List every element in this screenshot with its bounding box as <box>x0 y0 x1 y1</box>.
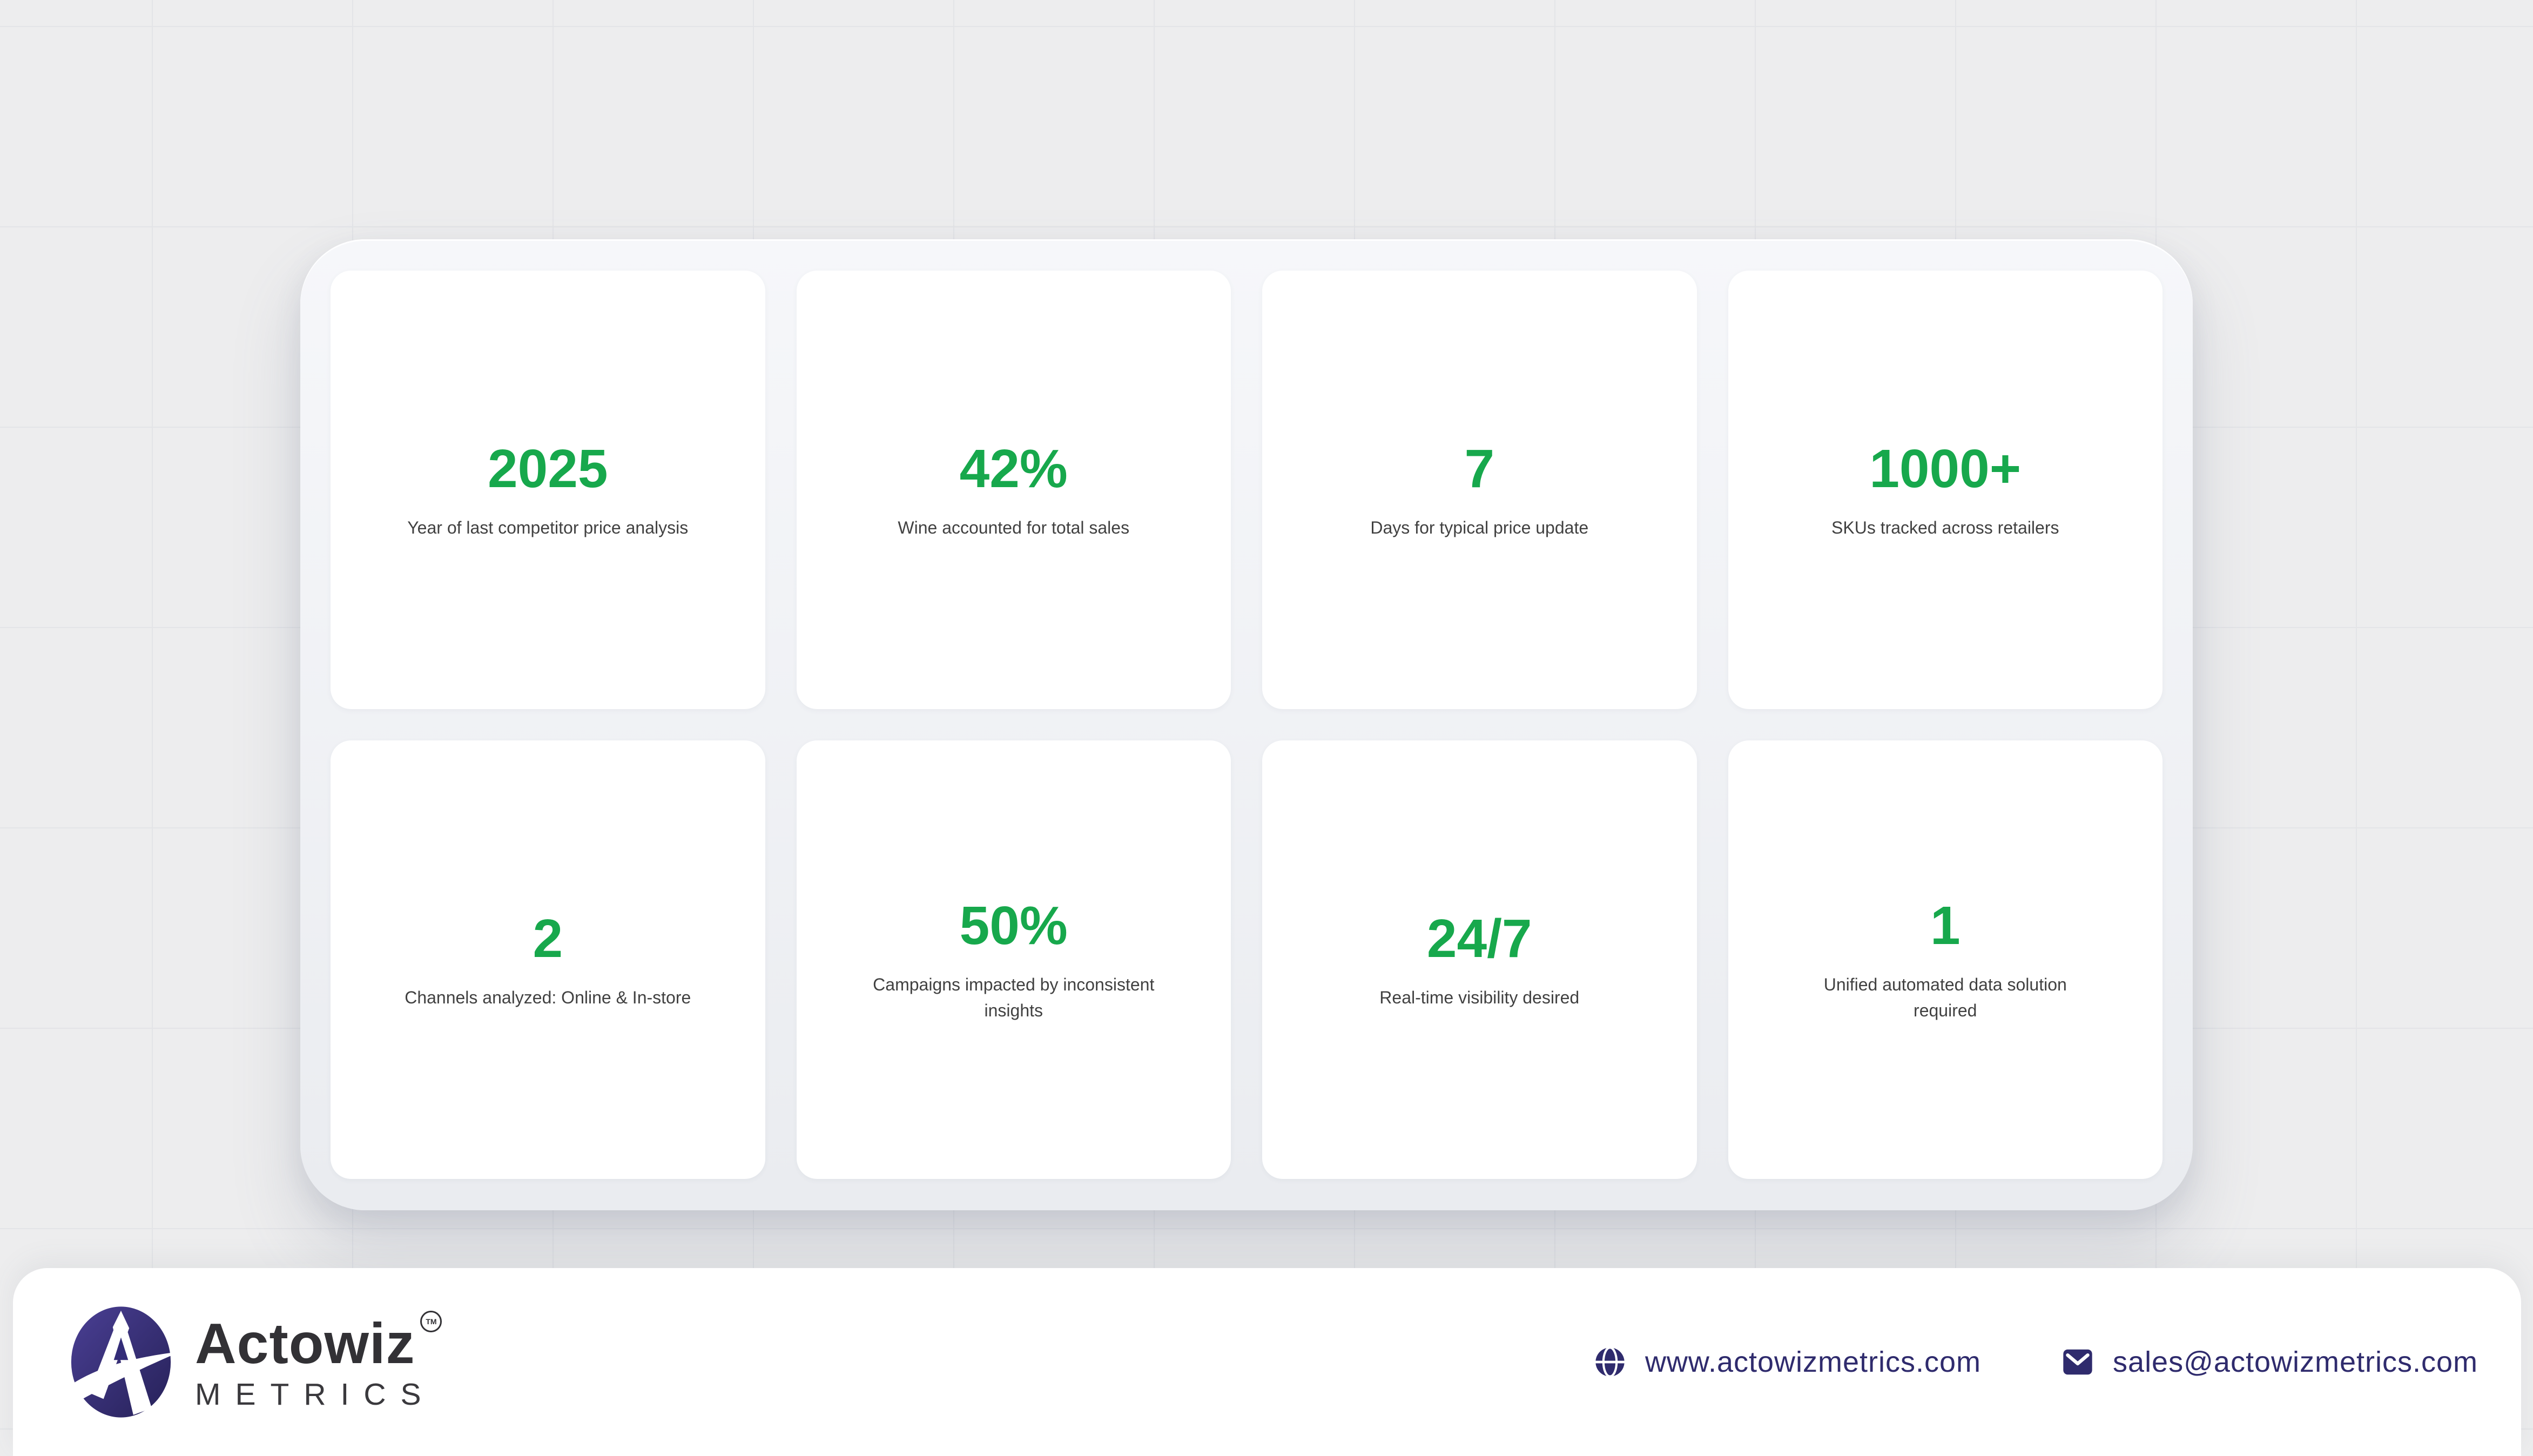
stat-card: 2 Channels analyzed: Online & In-store <box>331 740 765 1179</box>
stat-value: 42% <box>959 439 1068 499</box>
stat-label: Days for typical price update <box>1370 518 1589 537</box>
stat-value: 24/7 <box>1426 908 1532 969</box>
stat-card: 7 Days for typical price update <box>1262 271 1697 709</box>
stat-value: 1000+ <box>1869 439 2022 499</box>
stat-label: Campaigns impacted by inconsistent insig… <box>873 975 1155 1020</box>
stat-label: Year of last competitor price analysis <box>407 518 689 537</box>
stat-value: 2025 <box>488 439 608 499</box>
brand-logo: Actowiz TM METRICS <box>70 1304 442 1420</box>
email-link[interactable]: sales@actowizmetrics.com <box>2062 1345 2478 1379</box>
email-address: sales@actowizmetrics.com <box>2113 1346 2478 1378</box>
stat-label: Unified automated data solution required <box>1823 975 2067 1020</box>
stat-value: 2 <box>533 908 563 969</box>
stat-label: Wine accounted for total sales <box>898 518 1130 537</box>
stat-card: 24/7 Real-time visibility desired <box>1262 740 1697 1179</box>
stats-panel: 2025 Year of last competitor price analy… <box>300 239 2193 1210</box>
footer-bar: Actowiz TM METRICS www.actowizmetrics.com… <box>13 1268 2521 1456</box>
stat-label: SKUs tracked across retailers <box>1831 518 2059 537</box>
stat-card: 1000+ SKUs tracked across retailers <box>1728 271 2163 709</box>
stat-card: 50% Campaigns impacted by inconsistent i… <box>796 740 1231 1179</box>
globe-icon <box>1595 1346 1625 1378</box>
stat-card: 2025 Year of last competitor price analy… <box>331 271 765 709</box>
stat-card: 1 Unified automated data solution requir… <box>1728 740 2163 1179</box>
actowiz-logo-icon <box>71 1306 172 1418</box>
stat-label: Channels analyzed: Online & In-store <box>405 988 691 1007</box>
brand-name: Actowiz <box>195 1311 415 1376</box>
website-link[interactable]: www.actowizmetrics.com <box>1594 1345 1981 1379</box>
stat-card: 42% Wine accounted for total sales <box>796 271 1231 709</box>
website-url: www.actowizmetrics.com <box>1645 1346 1982 1378</box>
footer-contacts: www.actowizmetrics.com sales@actowizmetr… <box>1594 1345 2478 1379</box>
stat-value: 7 <box>1464 439 1495 499</box>
stat-value: 1 <box>1930 895 1961 956</box>
stats-grid: 2025 Year of last competitor price analy… <box>331 271 2163 1179</box>
mail-icon <box>2063 1349 2092 1375</box>
stat-label: Real-time visibility desired <box>1379 988 1580 1007</box>
trademark-badge: TM <box>420 1310 442 1332</box>
brand-subtitle: METRICS <box>195 1377 436 1412</box>
stat-value: 50% <box>959 895 1068 956</box>
